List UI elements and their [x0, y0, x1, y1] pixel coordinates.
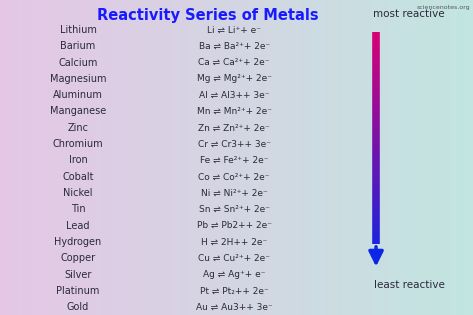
Text: Zn ⇌ Zn²⁺+ 2e⁻: Zn ⇌ Zn²⁺+ 2e⁻ [198, 123, 270, 132]
Text: Zinc: Zinc [68, 123, 88, 133]
Text: Ba ⇌ Ba²⁺+ 2e⁻: Ba ⇌ Ba²⁺+ 2e⁻ [199, 42, 270, 51]
Text: Silver: Silver [64, 270, 92, 279]
Text: Calcium: Calcium [58, 58, 98, 67]
Text: Copper: Copper [61, 253, 96, 263]
Text: Co ⇌ Co²⁺+ 2e⁻: Co ⇌ Co²⁺+ 2e⁻ [198, 172, 270, 181]
Text: Mn ⇌ Mn²⁺+ 2e⁻: Mn ⇌ Mn²⁺+ 2e⁻ [197, 107, 272, 116]
Text: Sn ⇌ Sn²⁺+ 2e⁻: Sn ⇌ Sn²⁺+ 2e⁻ [199, 205, 270, 214]
Text: Platinum: Platinum [56, 286, 100, 296]
Text: Lead: Lead [66, 220, 90, 231]
Text: least reactive: least reactive [374, 280, 445, 290]
Text: Cr ⇌ Cr3++ 3e⁻: Cr ⇌ Cr3++ 3e⁻ [198, 140, 271, 149]
Text: Magnesium: Magnesium [50, 74, 106, 84]
Text: Ni ⇌ Ni²⁺+ 2e⁻: Ni ⇌ Ni²⁺+ 2e⁻ [201, 188, 268, 198]
Text: H ⇌ 2H++ 2e⁻: H ⇌ 2H++ 2e⁻ [201, 238, 267, 246]
Text: Gold: Gold [67, 302, 89, 312]
Text: Chromium: Chromium [53, 139, 104, 149]
Text: Ag ⇌ Ag⁺+ e⁻: Ag ⇌ Ag⁺+ e⁻ [203, 270, 265, 279]
Text: Reactivity Series of Metals: Reactivity Series of Metals [97, 8, 319, 23]
Text: Barium: Barium [61, 41, 96, 51]
Text: Pt ⇌ Pt₂++ 2e⁻: Pt ⇌ Pt₂++ 2e⁻ [200, 286, 269, 295]
Text: sciencenotes.org: sciencenotes.org [417, 5, 471, 10]
Text: Nickel: Nickel [63, 188, 93, 198]
Text: Tin: Tin [71, 204, 85, 214]
Text: Aluminum: Aluminum [53, 90, 103, 100]
Text: Ca ⇌ Ca²⁺+ 2e⁻: Ca ⇌ Ca²⁺+ 2e⁻ [198, 58, 270, 67]
Text: Iron: Iron [69, 155, 88, 165]
Text: Au ⇌ Au3++ 3e⁻: Au ⇌ Au3++ 3e⁻ [196, 303, 272, 312]
Text: Hydrogen: Hydrogen [54, 237, 102, 247]
Text: Lithium: Lithium [60, 25, 96, 35]
Text: Pb ⇌ Pb2++ 2e⁻: Pb ⇌ Pb2++ 2e⁻ [197, 221, 272, 230]
Text: Li ⇌ Li⁺+ e⁻: Li ⇌ Li⁺+ e⁻ [207, 26, 261, 34]
Text: Cobalt: Cobalt [62, 172, 94, 182]
Text: Manganese: Manganese [50, 106, 106, 117]
Text: Al ⇌ Al3++ 3e⁻: Al ⇌ Al3++ 3e⁻ [199, 91, 270, 100]
Text: Fe ⇌ Fe²⁺+ 2e⁻: Fe ⇌ Fe²⁺+ 2e⁻ [200, 156, 268, 165]
Text: Cu ⇌ Cu²⁺+ 2e⁻: Cu ⇌ Cu²⁺+ 2e⁻ [198, 254, 270, 263]
Text: most reactive: most reactive [373, 9, 445, 19]
Text: Mg ⇌ Mg²⁺+ 2e⁻: Mg ⇌ Mg²⁺+ 2e⁻ [197, 74, 272, 83]
